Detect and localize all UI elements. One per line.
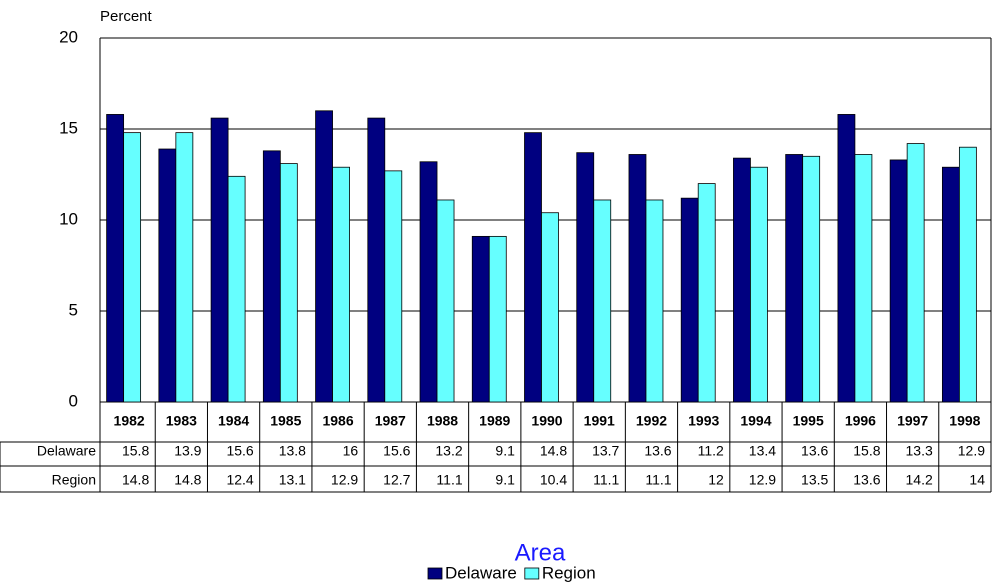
bar [906,143,925,403]
y-tick-label: 0 [69,391,78,410]
bar [785,154,804,403]
bar [889,159,908,403]
table-value: 12.9 [331,472,358,488]
bar [697,183,716,403]
bar [837,114,856,403]
legend-label: Delaware [445,563,517,582]
x-axis-label: Area [515,539,566,566]
bar [750,166,768,403]
table-value: 15.6 [226,443,253,459]
x-tick-label: 1988 [427,413,458,429]
x-tick-label: 1986 [322,413,353,429]
table-value: 14.8 [122,472,149,488]
table-value: 12.9 [749,472,776,488]
x-tick-label: 1990 [531,413,562,429]
bar [524,132,542,403]
x-tick-label: 1992 [636,413,667,429]
bar [123,132,142,403]
table-value: 11.2 [698,443,724,459]
x-tick-label: 1994 [740,413,771,429]
x-tick-label: 1991 [584,413,615,429]
bar [733,157,751,403]
table-value: 13.7 [592,443,619,459]
bar [541,212,559,403]
row-label: Region [52,472,96,488]
table-value: 12 [708,472,724,488]
bar [367,117,386,403]
x-tick-label: 1995 [793,413,824,429]
bar [488,235,507,403]
table-value: 11.1 [645,472,671,488]
table-value: 13.8 [279,443,306,459]
legend-swatch [427,567,443,580]
table-value: 13.5 [801,472,828,488]
bar [645,199,664,403]
bar [279,163,298,403]
bar [680,197,699,403]
legend-label: Region [542,563,596,582]
table-value: 11.1 [436,472,462,488]
table-value: 9.1 [495,472,515,488]
bar [158,148,177,403]
table-value: 9.1 [495,443,515,459]
table-value: 13.2 [435,443,462,459]
table-value: 14.2 [906,472,933,488]
bar [576,152,595,403]
bar [941,166,960,403]
x-tick-label: 1987 [375,413,406,429]
table-value: 15.6 [383,443,410,459]
table-value: 14.8 [174,472,201,488]
x-tick-label: 1997 [897,413,928,429]
bar [436,199,455,403]
table-value: 13.6 [644,443,671,459]
x-tick-label: 1982 [114,413,145,429]
y-tick-label: 5 [69,300,78,319]
x-tick-label: 1993 [688,413,719,429]
x-tick-label: 1998 [949,413,980,429]
y-tick-label: 10 [59,209,78,228]
table-value: 15.8 [853,443,880,459]
bar [958,146,977,403]
table-value: 14 [969,472,985,488]
table-value: 16 [343,443,359,459]
table-value: 12.4 [226,472,253,488]
bar [262,150,281,403]
y-axis-label: Percent [100,8,153,25]
table-value: 10.4 [540,472,567,488]
table-value: 13.9 [174,443,201,459]
bar [471,235,490,403]
bar [210,117,229,403]
y-tick-label: 15 [59,118,78,137]
table-value: 12.7 [383,472,410,488]
bar [384,170,403,403]
bar [332,166,350,403]
bar [802,155,821,403]
legend-swatch [524,567,540,580]
bar [175,132,194,403]
bar [227,175,246,403]
bar [315,110,333,403]
table-value: 13.3 [906,443,933,459]
table-value: 13.6 [801,443,828,459]
x-tick-label: 1983 [166,413,197,429]
table-value: 13.4 [749,443,776,459]
bar [419,161,438,403]
row-label: Delaware [37,443,96,459]
bar [854,154,873,403]
table-value: 15.8 [122,443,149,459]
table-value: 13.1 [279,472,306,488]
bar [106,114,125,403]
table-value: 11.1 [593,472,619,488]
x-tick-label: 1984 [218,413,249,429]
table-value: 13.6 [853,472,880,488]
x-tick-label: 1989 [479,413,510,429]
x-tick-label: 1985 [270,413,301,429]
bar [628,154,647,403]
table-value: 14.8 [540,443,567,459]
bar [593,199,612,403]
table-value: 12.9 [958,443,985,459]
y-tick-label: 20 [59,27,78,46]
x-tick-label: 1996 [845,413,876,429]
